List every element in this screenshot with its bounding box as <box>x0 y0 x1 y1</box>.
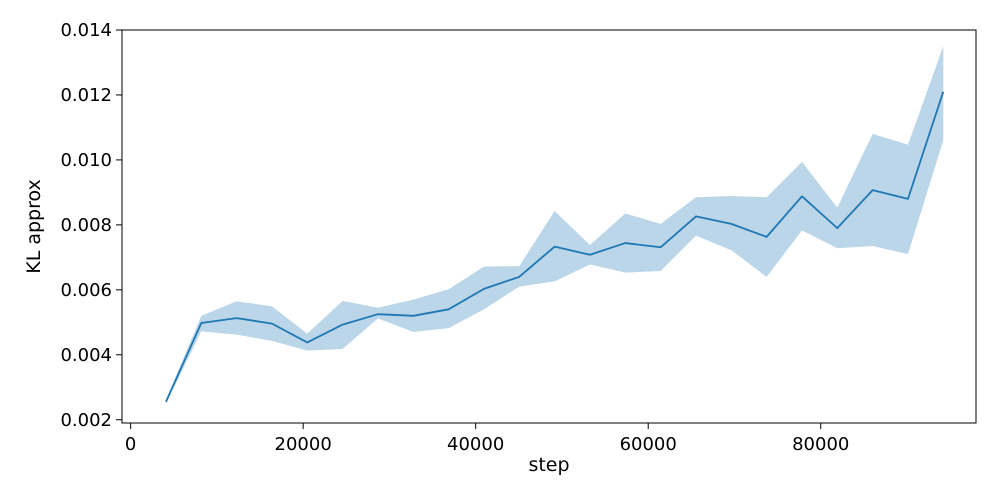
x-axis-label: step <box>528 454 569 476</box>
x-tick-label: 40000 <box>447 434 504 455</box>
x-tick-label: 20000 <box>275 434 332 455</box>
series-line-layer <box>165 91 945 403</box>
y-tick-label: 0.014 <box>60 20 112 41</box>
y-tick-label: 0.010 <box>60 150 112 171</box>
y-tick-label: 0.012 <box>60 85 112 106</box>
confidence-band-0 <box>165 46 944 404</box>
series-line-0 <box>165 91 945 403</box>
x-tick-label: 0 <box>125 434 136 455</box>
y-axis-label: KL approx <box>23 179 45 274</box>
confidence-band-layer <box>165 46 944 404</box>
y-tick-label: 0.004 <box>60 345 112 366</box>
y-tick-label: 0.002 <box>60 410 112 431</box>
y-tick-label: 0.006 <box>60 280 112 301</box>
x-axis-ticks: 0 20000 40000 60000 80000 <box>125 423 849 455</box>
x-tick-label: 80000 <box>792 434 849 455</box>
plot-frame <box>121 29 977 424</box>
y-tick-label: 0.008 <box>60 215 112 236</box>
x-tick-label: 60000 <box>620 434 677 455</box>
y-axis-ticks: 0.002 0.004 0.006 0.008 0.010 0.012 0.014 <box>60 20 122 431</box>
